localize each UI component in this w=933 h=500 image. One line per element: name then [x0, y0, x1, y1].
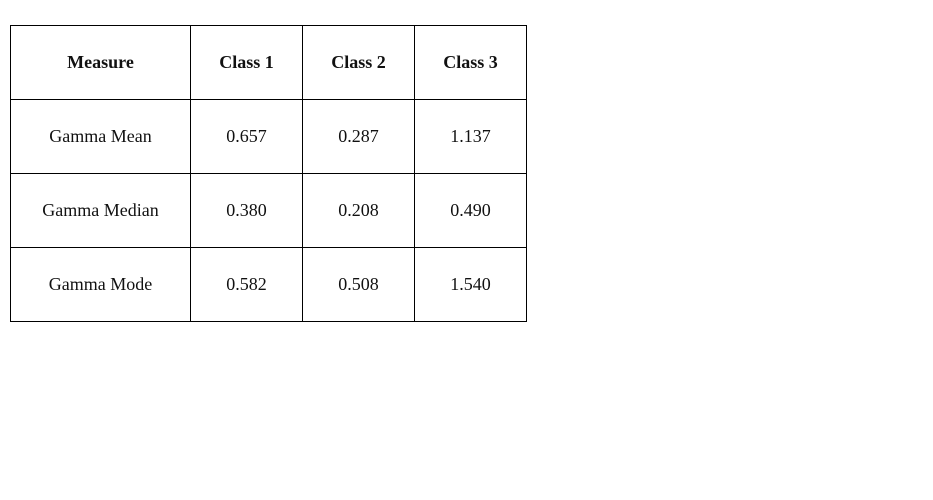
header-class-2: Class 2	[302, 25, 415, 100]
row-label: Gamma Median	[10, 173, 191, 248]
cell-value: 1.137	[414, 99, 527, 174]
cell-value: 0.490	[414, 173, 527, 248]
table-row: Gamma Median 0.380 0.208 0.490	[10, 173, 527, 248]
cell-value: 0.380	[190, 173, 303, 248]
header-measure: Measure	[10, 25, 191, 100]
cell-value: 0.582	[190, 247, 303, 322]
cell-value: 1.540	[414, 247, 527, 322]
cell-value: 0.287	[302, 99, 415, 174]
cell-value: 0.657	[190, 99, 303, 174]
header-class-1: Class 1	[190, 25, 303, 100]
cell-value: 0.508	[302, 247, 415, 322]
cell-value: 0.208	[302, 173, 415, 248]
row-label: Gamma Mean	[10, 99, 191, 174]
data-table: Measure Class 1 Class 2 Class 3 Gamma Me…	[10, 25, 527, 322]
row-label: Gamma Mode	[10, 247, 191, 322]
table-row: Gamma Mode 0.582 0.508 1.540	[10, 247, 527, 322]
header-class-3: Class 3	[414, 25, 527, 100]
table-row: Gamma Mean 0.657 0.287 1.137	[10, 99, 527, 174]
table-header-row: Measure Class 1 Class 2 Class 3	[10, 25, 527, 100]
